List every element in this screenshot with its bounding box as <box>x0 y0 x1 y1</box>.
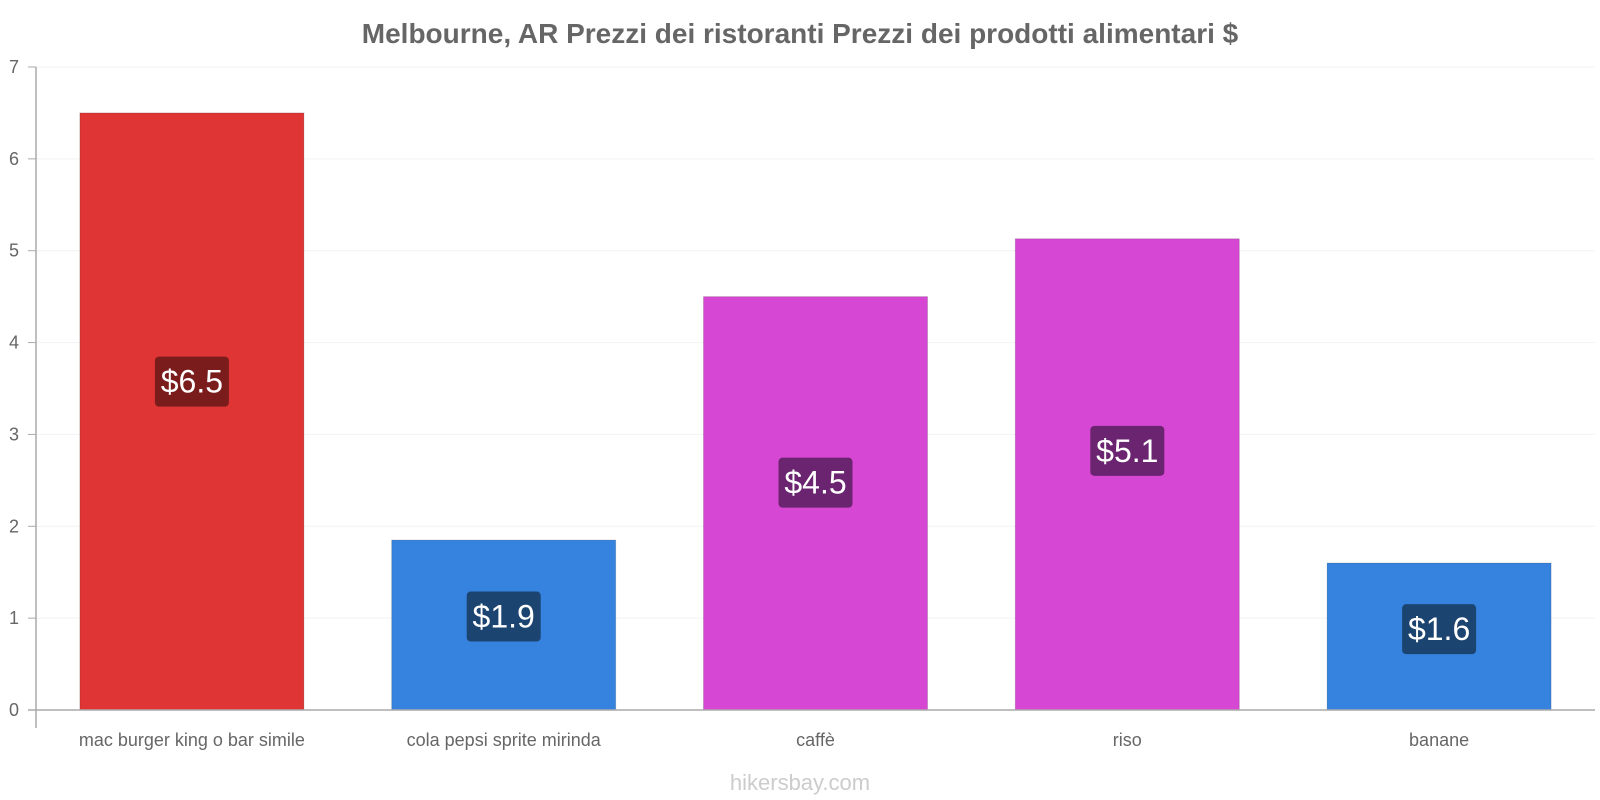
value-label: $5.1 <box>1090 425 1165 476</box>
value-label: $4.5 <box>778 457 853 508</box>
value-label-bg <box>466 591 541 642</box>
value-label: $6.5 <box>154 356 229 407</box>
x-tick-label: cola pepsi sprite mirinda <box>407 730 602 750</box>
value-label-text: $6.5 <box>161 364 223 400</box>
bar <box>79 112 305 711</box>
value-label: $1.6 <box>1402 604 1477 655</box>
x-tick-label: banane <box>1409 730 1469 750</box>
value-label-bg <box>154 356 229 407</box>
chart-title: Melbourne, AR Prezzi dei ristoranti Prez… <box>362 18 1239 49</box>
x-tick-label: mac burger king o bar simile <box>79 730 305 750</box>
y-tick-label: 0 <box>9 700 19 720</box>
value-label-text: $5.1 <box>1096 433 1158 469</box>
watermark: hikersbay.com <box>730 770 870 795</box>
value-label-bg <box>1090 425 1165 476</box>
y-axis-ticks: 0 1 2 3 4 5 6 7 <box>9 57 36 720</box>
value-label: $1.9 <box>466 591 541 642</box>
value-label-bg <box>778 457 853 508</box>
x-tick-label: caffè <box>796 730 835 750</box>
y-tick-label: 4 <box>9 333 19 353</box>
y-tick-label: 6 <box>9 149 19 169</box>
y-tick-label: 5 <box>9 241 19 261</box>
x-axis-ticks: mac burger king o bar simile cola pepsi s… <box>79 730 1469 750</box>
value-labels: $6.5 $1.9 $4.5 $5.1 $1.6 <box>154 356 1477 655</box>
value-label-bg <box>1402 604 1477 655</box>
y-tick-label: 1 <box>9 608 19 628</box>
value-label-text: $1.9 <box>473 599 535 635</box>
y-tick-label: 7 <box>9 57 19 77</box>
y-tick-label: 2 <box>9 516 19 536</box>
x-tick-label: riso <box>1113 730 1142 750</box>
bars-group <box>79 112 1552 711</box>
value-label-text: $4.5 <box>784 465 846 501</box>
value-label-text: $1.6 <box>1408 611 1470 647</box>
y-tick-label: 3 <box>9 424 19 444</box>
